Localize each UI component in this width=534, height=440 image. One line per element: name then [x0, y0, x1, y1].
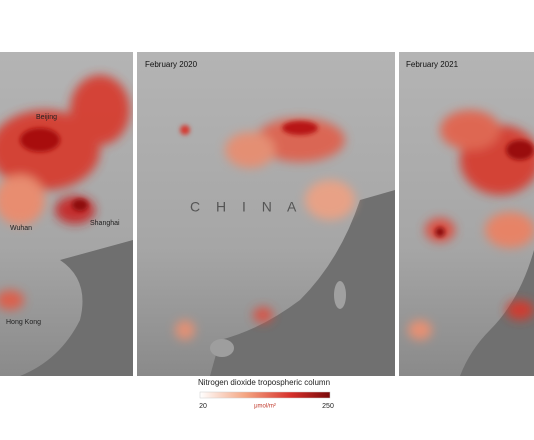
map-panel [399, 52, 534, 376]
place-label: Wuhan [10, 225, 32, 232]
place-label: Beijing [36, 114, 57, 121]
map-panel [0, 52, 133, 376]
map-panel [137, 52, 395, 376]
place-label: Shanghai [90, 220, 120, 227]
country-label: C H I N A [190, 199, 302, 215]
place-label: Hong Kong [6, 319, 41, 326]
panel-title: February 2021 [406, 60, 459, 69]
colorbar-min: 20 [199, 403, 207, 410]
colorbar-max: 250 [322, 403, 334, 410]
colorbar-unit: μmol/m² [254, 404, 276, 410]
panel-title: February 2020 [145, 60, 198, 69]
colorbar [199, 391, 331, 399]
colorbar-title: Nitrogen dioxide tropospheric column [198, 378, 330, 387]
